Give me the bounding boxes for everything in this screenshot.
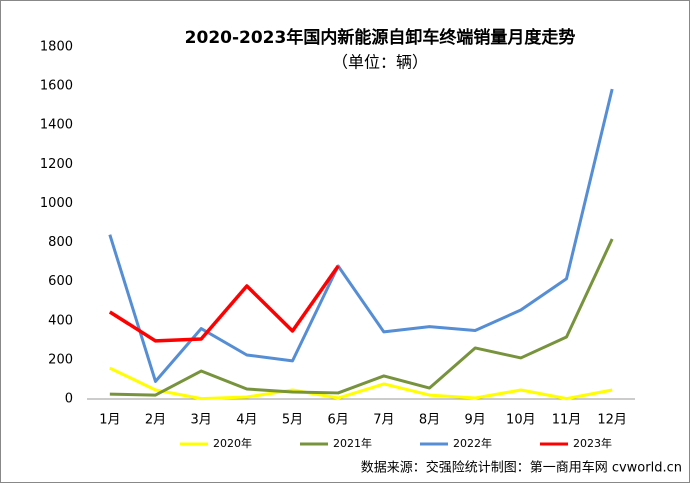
series-line [109, 366, 613, 401]
y-tick-label: 1800 [40, 40, 73, 55]
y-tick-label: 1400 [40, 118, 73, 133]
legend-label: 2023年 [573, 436, 612, 450]
x-tick-label: 9月 [465, 413, 486, 428]
series-line [109, 238, 614, 397]
y-tick-label: 1200 [40, 157, 73, 172]
source-note: 数据来源：交强险统计制图：第一商用车网 cvworld.cn [361, 460, 682, 476]
y-tick-label: 1000 [40, 196, 73, 211]
series-line [108, 265, 340, 343]
legend-label: 2020年 [213, 436, 252, 450]
x-tick-label: 7月 [373, 413, 394, 428]
y-tick-label: 200 [48, 352, 73, 367]
x-tick-label: 6月 [328, 413, 349, 428]
x-tick-label: 12月 [597, 413, 627, 428]
y-tick-label: 0 [65, 392, 73, 407]
x-tick-label: 2月 [145, 413, 166, 428]
x-tick-label: 5月 [282, 413, 303, 428]
x-tick-label: 1月 [99, 413, 120, 428]
x-tick-label: 4月 [236, 413, 257, 428]
legend-label: 2022年 [453, 436, 492, 450]
x-tick-label: 8月 [419, 413, 440, 428]
x-tick-label: 11月 [552, 413, 582, 428]
series-line [108, 88, 614, 383]
chart-subtitle: （单位：辆） [332, 53, 428, 72]
x-tick-label: 3月 [191, 413, 212, 428]
y-tick-label: 1600 [40, 79, 73, 94]
chart-title: 2020-2023年国内新能源自卸车终端销量月度走势 [185, 27, 576, 48]
legend-label: 2021年 [333, 436, 372, 450]
y-tick-label: 600 [48, 274, 73, 289]
y-tick-label: 400 [48, 313, 73, 328]
y-tick-label: 800 [48, 235, 73, 250]
x-tick-label: 10月 [506, 413, 536, 428]
